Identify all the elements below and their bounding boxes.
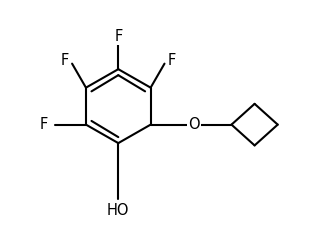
Text: O: O [188,117,199,132]
Text: F: F [61,53,69,68]
Text: F: F [39,117,48,132]
Text: F: F [114,29,122,44]
Text: F: F [167,53,176,68]
Text: HO: HO [107,203,130,218]
